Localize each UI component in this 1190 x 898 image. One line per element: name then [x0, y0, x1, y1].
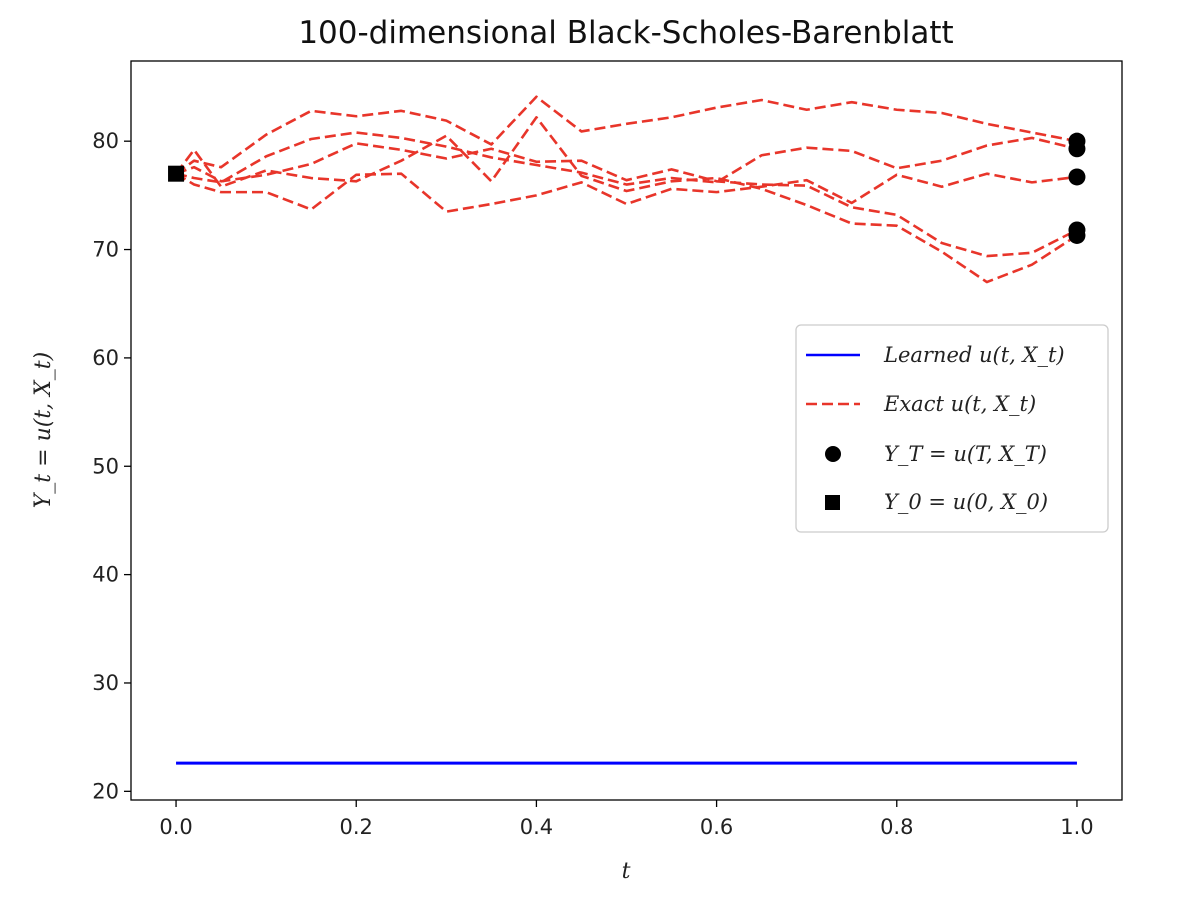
y-axis-label: Y_t = u(t, X_t) — [31, 352, 56, 508]
x-tick-label: 0.2 — [340, 815, 373, 839]
exact-path-2 — [175, 131, 1078, 186]
y-tick-label: 80 — [92, 129, 119, 153]
x-tick-label: 0.4 — [520, 815, 553, 839]
legend: Learned u(t, X_t) Exact u(t, X_t) Y_T = … — [795, 324, 1109, 533]
chart-title: 100-dimensional Black-Scholes-Barenblatt — [298, 15, 953, 51]
y-tick-label: 20 — [92, 779, 119, 803]
y-axis: 20 30 40 50 60 70 80 — [92, 129, 131, 803]
x-axis: 0.0 0.2 0.4 0.6 0.8 1.0 — [159, 800, 1094, 839]
plot-markers — [168, 132, 1086, 244]
legend-learned-label: Learned u(t, X_t) — [883, 343, 1065, 367]
terminal-point-3 — [1068, 168, 1086, 186]
y-tick-label: 60 — [92, 346, 119, 370]
x-axis-label: t — [622, 859, 631, 884]
x-tick-label: 0.0 — [159, 815, 192, 839]
exact-path-4 — [175, 142, 1078, 258]
legend-initial-square-icon — [825, 495, 840, 510]
terminal-point-5 — [1068, 226, 1086, 244]
exact-path-3 — [175, 172, 1078, 213]
plot-lines — [175, 95, 1078, 765]
x-tick-label: 0.6 — [700, 815, 733, 839]
legend-initial-label: Y_0 = u(0, X_0) — [884, 490, 1048, 514]
terminal-point-2 — [1068, 140, 1086, 158]
y-tick-label: 40 — [92, 563, 119, 587]
x-tick-label: 0.8 — [880, 815, 913, 839]
initial-point — [168, 165, 185, 182]
exact-path-5 — [175, 116, 1078, 284]
y-tick-label: 30 — [92, 671, 119, 695]
legend-box — [795, 324, 1109, 533]
legend-exact-label: Exact u(t, X_t) — [883, 392, 1036, 416]
plot-frame — [130, 60, 1123, 801]
legend-terminal-circle-icon — [825, 446, 841, 462]
x-tick-label: 1.0 — [1060, 815, 1093, 839]
y-tick-label: 50 — [92, 454, 119, 478]
exact-path-1 — [175, 95, 1078, 175]
legend-terminal-label: Y_T = u(T, X_T) — [884, 442, 1047, 466]
y-tick-label: 70 — [92, 238, 119, 262]
